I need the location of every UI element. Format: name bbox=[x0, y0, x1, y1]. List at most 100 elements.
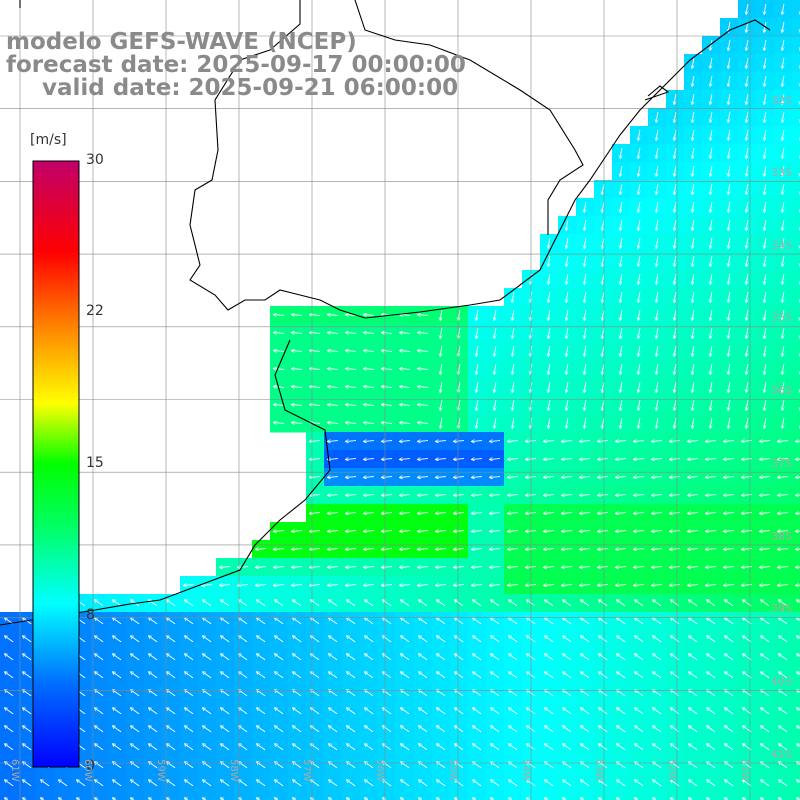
lon-label-53w: 53W bbox=[593, 759, 604, 782]
wind-speed-cell bbox=[450, 792, 469, 800]
colorbar-tick-15: 15 bbox=[86, 455, 104, 471]
wind-speed-cell bbox=[792, 648, 800, 667]
colorbar-tick-30: 30 bbox=[86, 152, 104, 168]
wind-speed-cell bbox=[792, 252, 800, 271]
wind-speed-cell bbox=[36, 792, 55, 800]
lon-label-54w: 54W bbox=[520, 759, 531, 782]
lon-label-52w: 52W bbox=[666, 759, 677, 782]
wind-speed-cell bbox=[792, 612, 800, 631]
wind-speed-cell bbox=[792, 144, 800, 163]
wind-speed-cell bbox=[612, 792, 631, 800]
wind-speed-cell bbox=[72, 792, 91, 800]
wind-speed-cell bbox=[792, 198, 800, 217]
wind-speed-cell bbox=[648, 792, 667, 800]
wind-speed-cell bbox=[198, 792, 217, 800]
wind-speed-cell bbox=[792, 216, 800, 235]
wind-speed-cell bbox=[792, 684, 800, 703]
model-title: modelo GEFS-WAVE (NCEP) bbox=[6, 29, 357, 55]
lon-label-56w: 56W bbox=[374, 759, 385, 782]
lat-label-34s: 34S bbox=[771, 239, 792, 252]
wind-speed-cell bbox=[792, 288, 800, 307]
wind-speed-cell bbox=[792, 774, 800, 793]
wind-speed-cell bbox=[738, 792, 757, 800]
wind-speed-cell bbox=[792, 702, 800, 721]
colorbar-unit: [m/s] bbox=[30, 132, 67, 148]
forecast-date: forecast date: 2025-09-17 00:00:00 bbox=[6, 52, 466, 78]
wind-speed-cell bbox=[792, 306, 800, 325]
colorbar-tick-8: 8 bbox=[86, 607, 95, 623]
wind-speed-cell bbox=[630, 792, 649, 800]
wind-speed-cell bbox=[792, 792, 800, 800]
lat-label-39s: 39S bbox=[771, 602, 792, 615]
wind-speed-cell bbox=[792, 108, 800, 127]
lat-label-36s: 36S bbox=[771, 384, 792, 397]
wind-speed-cell bbox=[792, 0, 800, 19]
wind-speed-cell bbox=[216, 792, 235, 800]
wind-speed-cell bbox=[252, 792, 271, 800]
valid-date: valid date: 2025-09-21 06:00:00 bbox=[42, 75, 459, 101]
wind-speed-cell bbox=[270, 792, 289, 800]
colorbar-tick-22: 22 bbox=[86, 303, 104, 319]
wind-speed-cell bbox=[792, 162, 800, 181]
wind-speed-cell bbox=[144, 792, 163, 800]
wind-speed-cell bbox=[774, 792, 793, 800]
lat-label-38s: 38S bbox=[771, 530, 792, 543]
wind-speed-cell bbox=[792, 396, 800, 415]
wind-speed-cell bbox=[792, 594, 800, 613]
wind-speed-cell bbox=[792, 90, 800, 109]
wind-speed-cell bbox=[108, 792, 127, 800]
colorbar bbox=[32, 160, 80, 768]
wind-speed-cell bbox=[288, 792, 307, 800]
wind-speed-cell bbox=[792, 414, 800, 433]
wind-speed-cell bbox=[684, 792, 703, 800]
wind-speed-cell bbox=[792, 360, 800, 379]
wind-speed-cell bbox=[504, 792, 523, 800]
wind-speed-cell bbox=[126, 792, 145, 800]
wind-speed-cell bbox=[792, 324, 800, 343]
wind-speed-cell bbox=[792, 54, 800, 73]
wind-speed-cell bbox=[432, 792, 451, 800]
wind-speed-cell bbox=[792, 270, 800, 289]
wind-speed-cell bbox=[540, 792, 559, 800]
wind-speed-cell bbox=[792, 126, 800, 145]
wind-speed-cell bbox=[792, 666, 800, 685]
wind-speed-cell bbox=[180, 792, 199, 800]
wind-speed-cell bbox=[666, 792, 685, 800]
lon-label-58w: 58W bbox=[228, 759, 239, 782]
lon-label-61w: 61W bbox=[9, 759, 20, 782]
wind-speed-cell bbox=[18, 792, 37, 800]
wind-speed-cell bbox=[792, 234, 800, 253]
wind-speed-cell bbox=[486, 792, 505, 800]
wind-speed-cell bbox=[756, 792, 775, 800]
wind-speed-cell bbox=[306, 792, 325, 800]
wind-speed-cell bbox=[360, 792, 379, 800]
wind-speed-cell bbox=[0, 792, 19, 800]
wind-speed-cell bbox=[234, 792, 253, 800]
lon-label-57w: 57W bbox=[301, 759, 312, 782]
wind-speed-cell bbox=[792, 630, 800, 649]
wind-speed-cell bbox=[792, 738, 800, 757]
wind-speed-cell bbox=[342, 792, 361, 800]
lat-label-41s: 41S bbox=[771, 748, 792, 761]
wind-speed-cell bbox=[54, 792, 73, 800]
wind-speed-cell bbox=[720, 792, 739, 800]
wind-speed-cell bbox=[324, 792, 343, 800]
wind-speed-cell bbox=[594, 792, 613, 800]
wind-speed-cell bbox=[792, 378, 800, 397]
wind-speed-cell bbox=[558, 792, 577, 800]
wind-speed-cell bbox=[378, 792, 397, 800]
wind-speed-cell bbox=[396, 792, 415, 800]
wind-speed-cell bbox=[792, 36, 800, 55]
wind-speed-cell bbox=[576, 792, 595, 800]
lon-label-51w: 51W bbox=[739, 759, 750, 782]
wind-speed-cell bbox=[792, 18, 800, 37]
lon-label-60w: 60W bbox=[82, 759, 93, 782]
wind-speed-cell bbox=[702, 792, 721, 800]
lat-label-37s: 37S bbox=[771, 457, 792, 470]
wind-speed-cell bbox=[792, 342, 800, 361]
wind-speed-cell bbox=[792, 720, 800, 739]
wind-speed-cell bbox=[792, 756, 800, 775]
lon-label-55w: 55W bbox=[447, 759, 458, 782]
